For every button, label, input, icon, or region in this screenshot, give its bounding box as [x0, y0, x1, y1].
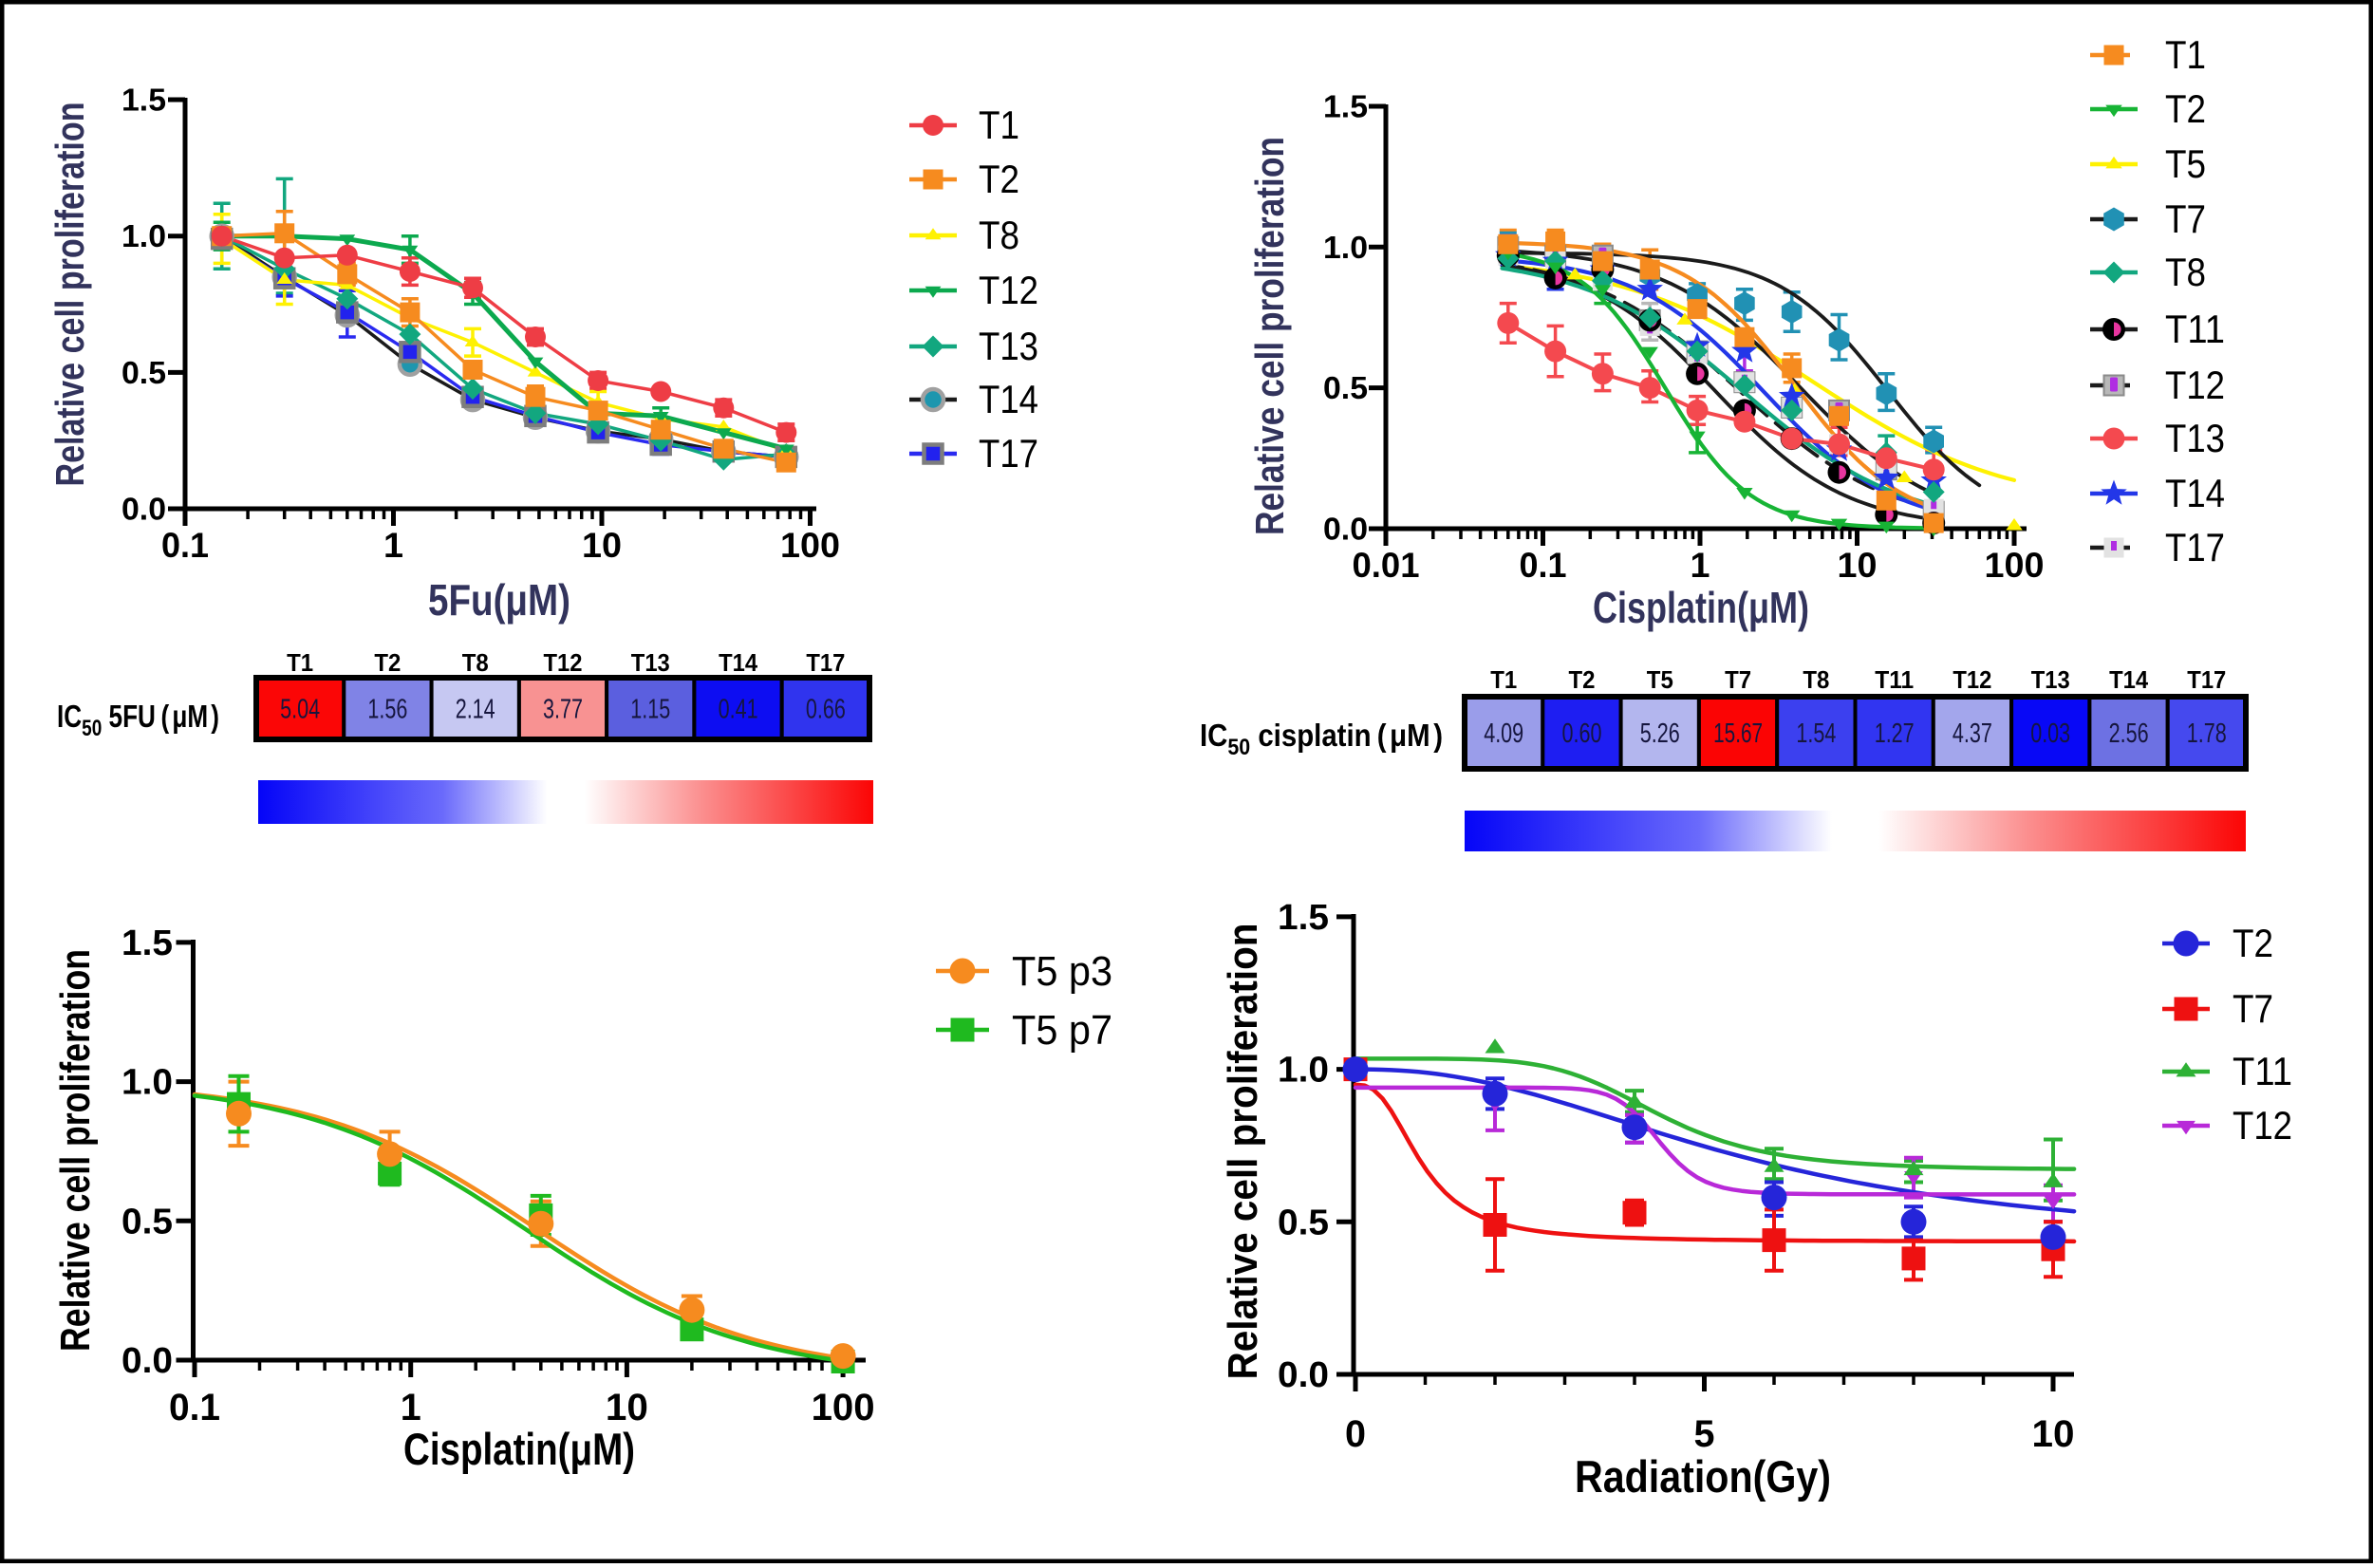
svg-text:1.56: 1.56 — [367, 695, 407, 725]
svg-text:3.77: 3.77 — [543, 695, 583, 725]
svg-text:15.67: 15.67 — [1713, 719, 1763, 749]
svg-text:0.60: 0.60 — [1562, 719, 1602, 749]
svg-text:T13: T13 — [2031, 665, 2070, 694]
svg-text:0.1: 0.1 — [169, 1387, 220, 1428]
svg-text:T12: T12 — [1953, 665, 1991, 694]
svg-text:T2: T2 — [979, 157, 1019, 201]
svg-text:T11: T11 — [2233, 1049, 2292, 1093]
svg-text:T2: T2 — [1569, 665, 1596, 694]
svg-text:T12: T12 — [2233, 1103, 2292, 1148]
svg-text:1.5: 1.5 — [121, 83, 166, 118]
svg-text:2.56: 2.56 — [2109, 719, 2149, 749]
svg-text:0.1: 0.1 — [1520, 546, 1567, 585]
svg-text:T17: T17 — [2165, 525, 2225, 569]
svg-text:5.26: 5.26 — [1640, 719, 1680, 749]
svg-text:T2: T2 — [374, 648, 401, 677]
svg-text:T13: T13 — [979, 324, 1038, 368]
svg-text:5.04: 5.04 — [280, 695, 320, 725]
svg-text:10: 10 — [582, 526, 622, 565]
svg-text:T7: T7 — [2165, 196, 2206, 241]
svg-text:4.09: 4.09 — [1484, 719, 1523, 749]
svg-text:10: 10 — [1838, 546, 1878, 585]
svg-text:1.54: 1.54 — [1796, 719, 1836, 749]
svg-text:T7: T7 — [1725, 665, 1751, 694]
svg-text:Radiation(Gy): Radiation(Gy) — [1575, 1451, 1831, 1502]
svg-text:1.78: 1.78 — [2187, 719, 2227, 749]
svg-text:0.0: 0.0 — [121, 1341, 173, 1381]
svg-text:1.0: 1.0 — [1278, 1051, 1329, 1091]
svg-text:T14: T14 — [979, 377, 1038, 421]
svg-text:T8: T8 — [979, 213, 1019, 257]
svg-text:1.27: 1.27 — [1875, 719, 1915, 749]
svg-text:T14: T14 — [2109, 665, 2148, 694]
svg-text:2.14: 2.14 — [456, 695, 495, 725]
svg-text:0.5: 0.5 — [121, 1202, 173, 1241]
svg-text:1: 1 — [1691, 546, 1710, 585]
svg-text:1.0: 1.0 — [121, 218, 166, 253]
svg-text:0.0: 0.0 — [1323, 512, 1368, 547]
svg-text:0.5: 0.5 — [1323, 370, 1368, 405]
svg-text:T13: T13 — [2165, 416, 2225, 460]
svg-text:T1: T1 — [1490, 665, 1517, 694]
svg-text:T1: T1 — [287, 648, 313, 677]
svg-text:T11: T11 — [1875, 665, 1914, 694]
svg-text:1: 1 — [401, 1387, 421, 1428]
svg-text:T8: T8 — [2165, 250, 2206, 294]
svg-text:0: 0 — [1345, 1413, 1366, 1455]
svg-text:T1: T1 — [2165, 32, 2206, 77]
svg-text:100: 100 — [780, 526, 840, 565]
svg-text:T11: T11 — [2165, 307, 2225, 351]
svg-text:1.15: 1.15 — [630, 695, 670, 725]
svg-text:100: 100 — [812, 1387, 875, 1428]
svg-text:1: 1 — [383, 526, 403, 565]
svg-text:0.01: 0.01 — [1353, 546, 1420, 585]
svg-text:100: 100 — [1985, 546, 2045, 585]
svg-text:T8: T8 — [462, 648, 489, 677]
svg-text:4.37: 4.37 — [1953, 719, 1992, 749]
svg-text:T2: T2 — [2165, 86, 2206, 131]
svg-text:0.1: 0.1 — [161, 526, 209, 565]
svg-text:T8: T8 — [1803, 665, 1829, 694]
svg-text:1.5: 1.5 — [1323, 89, 1368, 124]
svg-text:T13: T13 — [631, 648, 670, 677]
svg-text:T5 p7: T5 p7 — [1012, 1007, 1112, 1054]
svg-text:T5: T5 — [2165, 141, 2206, 186]
svg-text:0.0: 0.0 — [121, 492, 166, 527]
svg-text:0.03: 0.03 — [2030, 719, 2070, 749]
svg-text:T14: T14 — [719, 648, 757, 677]
svg-text:1.5: 1.5 — [121, 924, 173, 963]
svg-text:Relative cell proliferation: Relative cell proliferation — [1220, 924, 1266, 1380]
svg-text:10: 10 — [606, 1387, 648, 1428]
svg-text:0.5: 0.5 — [1278, 1203, 1329, 1242]
svg-text:T17: T17 — [979, 431, 1038, 476]
svg-text:T12: T12 — [2165, 363, 2225, 407]
svg-text:0.5: 0.5 — [121, 355, 166, 390]
svg-text:Relative cell proliferation: Relative cell proliferation — [47, 103, 92, 487]
svg-text:0.41: 0.41 — [719, 695, 758, 725]
svg-text:T14: T14 — [2165, 471, 2225, 515]
svg-text:5: 5 — [1694, 1413, 1715, 1455]
svg-text:0.0: 0.0 — [1278, 1355, 1329, 1395]
svg-text:T17: T17 — [2187, 665, 2226, 694]
svg-text:1.0: 1.0 — [1323, 230, 1368, 265]
svg-text:Cisplatin(μM): Cisplatin(μM) — [403, 1424, 635, 1474]
svg-text:Relative cell proliferation: Relative cell proliferation — [1247, 137, 1292, 535]
svg-text:T2: T2 — [2233, 921, 2273, 965]
svg-text:Cisplatin(μM): Cisplatin(μM) — [1593, 583, 1809, 632]
svg-text:5Fu(μM): 5Fu(μM) — [428, 575, 570, 625]
svg-text:Relative cell proliferation: Relative cell proliferation — [52, 949, 99, 1352]
svg-text:10: 10 — [2032, 1413, 2075, 1455]
svg-text:T12: T12 — [979, 268, 1038, 312]
svg-text:T1: T1 — [979, 103, 1019, 147]
svg-text:T5: T5 — [1647, 665, 1673, 694]
svg-text:1.0: 1.0 — [121, 1063, 173, 1103]
svg-text:T17: T17 — [806, 648, 845, 677]
svg-text:0.66: 0.66 — [806, 695, 846, 725]
svg-text:T7: T7 — [2233, 986, 2273, 1031]
svg-text:T5 p3: T5 p3 — [1012, 948, 1112, 995]
svg-text:T12: T12 — [544, 648, 583, 677]
svg-text:1.5: 1.5 — [1278, 898, 1329, 938]
